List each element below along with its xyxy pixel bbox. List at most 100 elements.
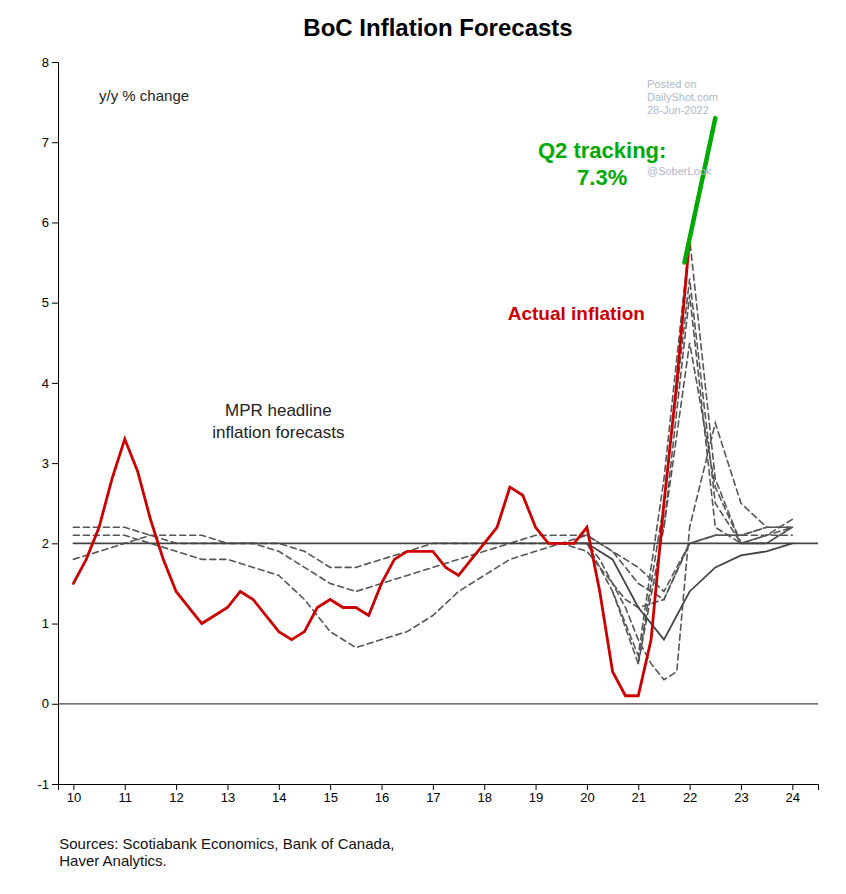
y-tick-mark [52,624,58,625]
x-tick-mark [382,784,383,790]
x-tick-mark [536,784,537,790]
watermark-line: 28-Jun-2022 [647,104,709,116]
x-tick-mark [792,784,793,790]
y-tick-mark [52,142,58,143]
x-tick-mark [484,784,485,790]
x-tick-mark [279,784,280,790]
forecast-line [561,423,792,680]
x-tick-label: 14 [272,790,286,805]
y-tick-mark [52,62,58,63]
y-axis-label: y/y % change [99,87,189,104]
watermark: @SoberLook [647,165,712,177]
x-tick: 16 [375,784,389,805]
y-axis: -1 0 1 2 3 4 5 6 7 8 [37,55,58,792]
x-tick: 23 [734,784,748,805]
y-tick-mark [52,383,58,384]
y-tick-label: 2 [42,536,49,551]
x-tick-mark [690,784,691,790]
x-tick: 17 [426,784,440,805]
forecast-line [73,527,766,647]
x-tick-label: 15 [323,790,337,805]
forecast-line [73,527,792,591]
y-axis-label-line: y/y % change [99,87,189,104]
x-tick-mark [741,784,742,790]
x-tick: 18 [477,784,491,805]
series-line [73,238,689,695]
x-tick: 19 [529,784,543,805]
watermark-line: DailyShot.com [647,91,718,103]
x-tick-mark [433,784,434,790]
forecast-line [73,527,792,607]
x-tick-label: 12 [169,790,183,805]
y-tick: 7 [42,135,58,150]
x-tick: 11 [119,784,133,805]
forecast-line [664,295,792,544]
y-tick: 8 [42,55,58,70]
x-tick: 13 [221,784,235,805]
y-tick-label: -1 [37,777,49,792]
forecast-line [613,279,793,664]
x-tick-mark [227,784,228,790]
y-tick-label: 1 [42,616,49,631]
y-tick-mark [52,543,58,544]
annotation: MPR headlineinflation forecasts [212,401,344,442]
x-tick-label: 24 [786,790,800,805]
zero-line [58,703,818,704]
x-tick-label: 16 [375,790,389,805]
plot: 101112131415161718192021222324-101234567… [37,55,818,806]
y-tick-mark [52,704,58,705]
series-line [73,542,818,544]
x-tick-mark [73,784,74,790]
series-line [561,543,792,639]
x-tick-label: 18 [477,790,491,805]
x-tick: 24 [786,784,800,805]
x-tick-label: 20 [580,790,594,805]
source-line: Sources: Scotiabank Economics, Bank of C… [59,835,394,852]
y-tick-label: 3 [42,456,49,471]
x-tick: 22 [683,784,697,805]
data-lines [58,118,818,704]
x-tick-mark [587,784,588,790]
x-tick-mark [330,784,331,790]
x-tick-mark [125,784,126,790]
watermark-line: @SoberLook [647,165,712,177]
annotation-line: MPR headline [225,401,332,420]
forecast-line [638,343,792,664]
y-tick: -1 [37,777,58,792]
x-tick-mark [176,784,177,790]
y-tick-label: 5 [42,295,49,310]
x-tick-label: 23 [734,790,748,805]
y-tick: 4 [42,376,58,391]
x-tick: 12 [169,784,183,805]
x-axis-line [59,785,819,791]
annotation: Actual inflation [508,303,645,324]
y-tick-label: 8 [42,55,49,70]
annotation-line: Actual inflation [508,303,645,324]
y-tick-mark [52,222,58,223]
x-tick-label: 22 [683,790,697,805]
watermark-line: Posted on [647,78,697,90]
annotations: Q2 tracking:7.3%Actual inflationMPR head… [99,78,718,442]
y-tick: 1 [42,616,58,631]
y-tick-label: 4 [42,376,49,391]
y-tick: 6 [42,215,58,230]
x-tick: 14 [272,784,286,805]
chart: BoC Inflation Forecasts10111213141516171… [0,0,846,894]
y-tick: 2 [42,536,58,551]
x-axis: 10 11 12 13 14 15 16 17 18 19 20 21 22 23 24 [59,784,819,805]
source: Sources: Scotiabank Economics, Bank of C… [59,835,394,869]
source-line: Haver Analytics. [59,852,167,869]
watermark: Posted onDailyShot.com28-Jun-2022 [647,78,718,116]
y-tick-mark [52,303,58,304]
y-tick-mark [52,784,58,785]
x-tick-mark [638,784,639,790]
x-tick-label: 21 [632,790,646,805]
y-tick: 3 [42,456,58,471]
series-line [684,118,715,262]
y-tick: 5 [42,295,58,310]
y-tick: 0 [42,696,58,711]
y-tick-label: 6 [42,215,49,230]
y-axis-line [52,63,59,785]
x-tick-label: 10 [67,790,81,805]
x-tick: 10 [67,784,81,805]
